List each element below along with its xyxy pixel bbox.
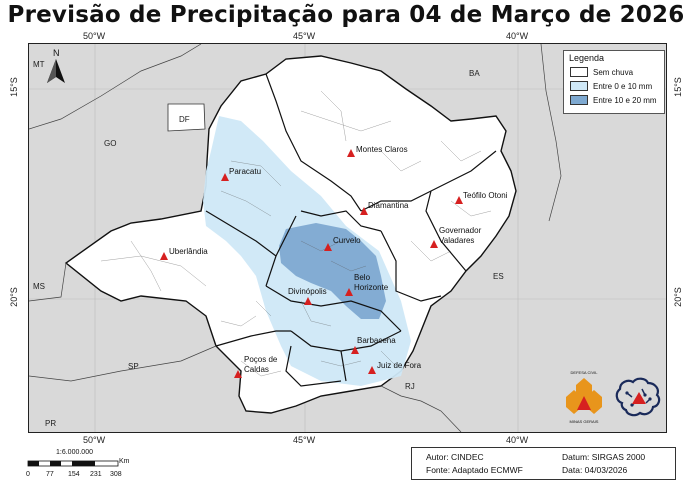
mesoregion-borders [205,73,497,387]
city-label-montes-claros: Montes Claros [356,145,408,154]
state-label-sp: SP [128,362,139,371]
scale-tick-77: 77 [46,471,54,478]
marker-diamantina [360,207,368,215]
state-label-df: DF [179,115,190,124]
defesa-civil-top-text: DEFESA CIVIL [570,370,598,375]
legend-swatch [570,67,588,77]
defesa-civil-emblem-icon [566,378,602,414]
city-label-juiz-de-fora: Juiz de Fora [377,361,422,370]
cindec-brain-logo-icon [615,377,661,417]
defesa-civil-logo: DEFESA CIVIL MINAS GERAIS [560,370,608,426]
municipal-borders [100,90,492,377]
state-label-go: GO [104,139,116,148]
info-author: Autor: CINDEC [426,452,484,462]
city-markers [160,149,463,378]
legend-item-light: Entre 0 e 10 mm [570,81,652,91]
legend-item-moderate: Entre 10 e 20 mm [570,95,657,105]
marker-juiz-de-fora [368,366,376,374]
city-label-governador: Governador [439,226,482,235]
legend-title: Legenda [569,53,605,63]
df-district [167,103,206,132]
svg-text:N: N [53,48,60,58]
info-date: Data: 04/03/2026 [562,465,628,475]
info-box: Autor: CINDEC Fonte: Adaptado ECMWF Datu… [411,447,676,480]
city-label-divinopolis: Divinópolis [288,287,327,296]
city-label-belo: Belo [354,273,371,282]
scale-tick-0: 0 [26,471,30,478]
grid-label-left-15s: 15°S [8,77,19,97]
legend-swatch [570,81,588,91]
info-source: Fonte: Adaptado ECMWF [426,465,523,475]
city-label-paracatu: Paracatu [229,167,261,176]
grid-label-bottom-40w: 40°W [506,435,529,445]
grid-label-right-15s: 15°S [672,77,683,97]
marker-curvelo [324,243,332,251]
moderate-rain-area [279,223,386,319]
grid-label-left-20s: 20°S [8,287,19,307]
marker-teofilo-otoni [455,196,463,204]
marker-divinopolis [304,297,312,305]
info-datum: Datum: SIRGAS 2000 [562,452,646,462]
marker-montes-claros [347,149,355,157]
city-label-uberlandia: Uberlândia [169,247,208,256]
scale-tick-231: 231 [90,471,102,478]
map-title: Previsão de Precipitação para 04 de Març… [7,2,685,28]
grid-label-top-45w: 45°W [293,31,316,41]
marker-belo-horizonte [345,288,353,296]
grid-label-top-40w: 40°W [506,31,529,41]
grid-label-top-50w: 50°W [83,31,106,41]
marker-barbacena [351,346,359,354]
city-label-valadares: Valadares [439,236,474,245]
state-label-ms: MS [33,282,45,291]
map-canvas: MT BA DF GO MS ES SP RJ PR Montes Claros… [29,44,666,432]
scale-bar-graphic [27,460,119,467]
legend-item-no-rain: Sem chuva [570,67,633,77]
defesa-civil-bottom-text: MINAS GERAIS [569,419,599,424]
city-label-curvelo: Curvelo [333,236,361,245]
city-label-teofilo-otoni: Teófilo Otoni [463,191,508,200]
city-label-diamantina: Diamantina [368,201,409,210]
grid-label-right-20s: 20°S [672,287,683,307]
map-frame: MT BA DF GO MS ES SP RJ PR Montes Claros… [28,43,667,433]
scale-unit: Km [119,458,130,465]
state-label-ba: BA [469,69,480,78]
state-label-pr: PR [45,419,56,428]
legend-swatch [570,95,588,105]
scale-tick-308: 308 [110,471,122,478]
city-label-horizonte: Horizonte [354,283,389,292]
city-label-pocos-de: Poços de [244,355,278,364]
marker-pocos-de-caldas [234,370,242,378]
scale-ratio: 1:6.000.000 [56,449,93,456]
state-borders [29,44,562,432]
city-label-caldas: Caldas [244,365,269,374]
city-label-barbacena: Barbacena [357,336,396,345]
marker-paracatu [221,173,229,181]
scale-tick-154: 154 [68,471,80,478]
state-label-rj: RJ [405,382,415,391]
state-label-mt: MT [33,60,45,69]
marker-governador-valadares [430,240,438,248]
state-label-es: ES [493,272,504,281]
legend: Legenda Sem chuva Entre 0 e 10 mm Entre … [563,50,665,114]
north-arrow-icon: N [47,48,65,83]
marker-uberlandia [160,252,168,260]
grid-label-bottom-50w: 50°W [83,435,106,445]
grid-label-bottom-45w: 45°W [293,435,316,445]
